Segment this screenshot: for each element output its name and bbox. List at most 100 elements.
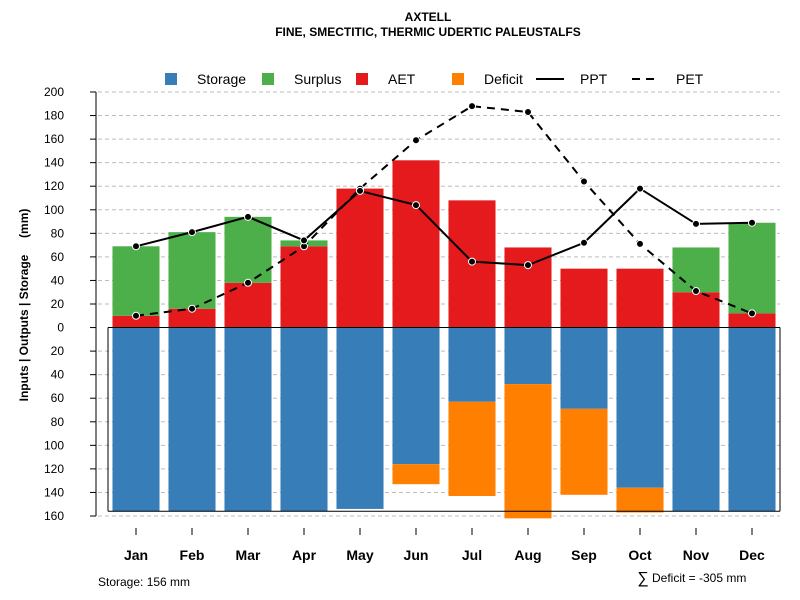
- point-pet-jul: [468, 102, 476, 111]
- bar-aet-may: [336, 188, 384, 328]
- y-tick-label: 40: [51, 273, 65, 287]
- legend-swatch-deficit: [452, 73, 464, 85]
- legend: Storage Surplus AET Deficit PPT PET: [165, 71, 704, 87]
- bar-storage-jun: [392, 327, 440, 465]
- point-ppt-apr: [300, 236, 308, 245]
- bar-aet-nov: [672, 292, 720, 328]
- point-pet-feb: [188, 304, 196, 313]
- bar-storage-aug: [504, 327, 552, 385]
- y-tick-label: 120: [44, 179, 64, 193]
- bar-storage-mar: [224, 327, 272, 512]
- bar-surplus-mar: [224, 216, 272, 283]
- point-pet-jun: [412, 136, 420, 145]
- point-pet-aug: [524, 108, 532, 117]
- bar-storage-jul: [448, 327, 496, 402]
- bar-deficit-aug: [504, 384, 552, 519]
- bar-storage-jan: [112, 327, 160, 512]
- x-tick-label-jun: Jun: [404, 547, 429, 563]
- y-tick-label: 160: [44, 509, 64, 523]
- point-ppt-nov: [692, 219, 700, 228]
- bar-aet-oct: [616, 268, 664, 328]
- line-ppt: [135, 187, 753, 267]
- legend-label-pet: PET: [676, 71, 704, 87]
- axes: 2001801601401201008060402002040608010012…: [44, 85, 781, 563]
- x-tick-label-apr: Apr: [292, 547, 317, 563]
- bar-storage-feb: [168, 327, 216, 512]
- point-ppt-jul: [468, 257, 476, 266]
- point-pet-sep: [580, 177, 588, 186]
- bar-storage-apr: [280, 327, 328, 512]
- y-tick-label: 140: [44, 485, 64, 499]
- y-tick-label: 60: [51, 391, 65, 405]
- line-pet: [135, 105, 753, 317]
- chart-subtitle: FINE, SMECTITIC, THERMIC UDERTIC PALEUST…: [275, 25, 581, 39]
- y-tick-label: 140: [44, 156, 64, 170]
- chart-title: AXTELL: [405, 10, 452, 24]
- x-tick-label-mar: Mar: [236, 547, 261, 563]
- point-pet-nov: [692, 287, 700, 296]
- x-tick-label-nov: Nov: [683, 547, 710, 563]
- bar-aet-sep: [560, 268, 608, 328]
- y-tick-label: 100: [44, 203, 64, 217]
- bar-aet-aug: [504, 247, 552, 328]
- bar-aet-apr: [280, 246, 328, 328]
- bar-aet-dec: [728, 313, 776, 328]
- y-tick-label: 80: [51, 226, 65, 240]
- deficit-note: Deficit = -305 mm: [652, 571, 746, 585]
- deficit-sum-icon: ∑: [637, 570, 648, 587]
- y-tick-label: 40: [51, 368, 65, 382]
- point-ppt-jan: [132, 242, 140, 251]
- x-tick-label-jul: Jul: [462, 547, 482, 563]
- point-ppt-jun: [412, 201, 420, 210]
- point-ppt-dec: [748, 218, 756, 227]
- lines: [132, 102, 756, 320]
- point-ppt-sep: [580, 238, 588, 247]
- y-tick-label: 200: [44, 85, 64, 99]
- bar-surplus-nov: [672, 247, 720, 293]
- point-pet-jan: [132, 311, 140, 320]
- x-tick-label-may: May: [346, 547, 373, 563]
- bar-storage-oct: [616, 327, 664, 488]
- bars: [112, 160, 776, 519]
- bar-aet-jun: [392, 160, 440, 328]
- x-tick-label-sep: Sep: [571, 547, 597, 563]
- bar-storage-dec: [728, 327, 776, 512]
- y-tick-label: 100: [44, 438, 64, 452]
- legend-label-storage: Storage: [197, 71, 246, 87]
- bar-storage-nov: [672, 327, 720, 512]
- bar-deficit-jun: [392, 464, 440, 485]
- legend-label-deficit: Deficit: [484, 71, 523, 87]
- y-axis-title: Inputs | Outputs | Storage (mm): [17, 209, 31, 402]
- x-tick-label-dec: Dec: [739, 547, 765, 563]
- bar-storage-sep: [560, 327, 608, 409]
- bar-deficit-jul: [448, 401, 496, 496]
- legend-label-aet: AET: [388, 71, 416, 87]
- y-tick-label: 20: [51, 297, 65, 311]
- y-tick-label: 0: [57, 321, 64, 335]
- bar-deficit-sep: [560, 408, 608, 495]
- bar-surplus-jan: [112, 246, 160, 316]
- point-ppt-may: [356, 186, 364, 195]
- y-tick-label: 80: [51, 415, 65, 429]
- bar-surplus-feb: [168, 232, 216, 309]
- storage-note: Storage: 156 mm: [98, 575, 190, 589]
- legend-swatch-storage: [165, 73, 177, 85]
- bar-aet-feb: [168, 308, 216, 328]
- y-tick-label: 120: [44, 462, 64, 476]
- y-tick-label: 180: [44, 109, 64, 123]
- bar-aet-jan: [112, 315, 160, 328]
- point-pet-dec: [748, 309, 756, 318]
- legend-label-ppt: PPT: [580, 71, 608, 87]
- point-ppt-mar: [244, 212, 252, 221]
- y-tick-label: 20: [51, 344, 65, 358]
- legend-label-surplus: Surplus: [294, 71, 341, 87]
- x-tick-label-aug: Aug: [514, 547, 541, 563]
- point-ppt-feb: [188, 228, 196, 237]
- y-tick-label: 160: [44, 132, 64, 146]
- x-tick-label-oct: Oct: [628, 547, 652, 563]
- bar-surplus-dec: [728, 222, 776, 314]
- point-pet-mar: [244, 278, 252, 287]
- x-tick-label-feb: Feb: [180, 547, 205, 563]
- point-ppt-aug: [524, 261, 532, 270]
